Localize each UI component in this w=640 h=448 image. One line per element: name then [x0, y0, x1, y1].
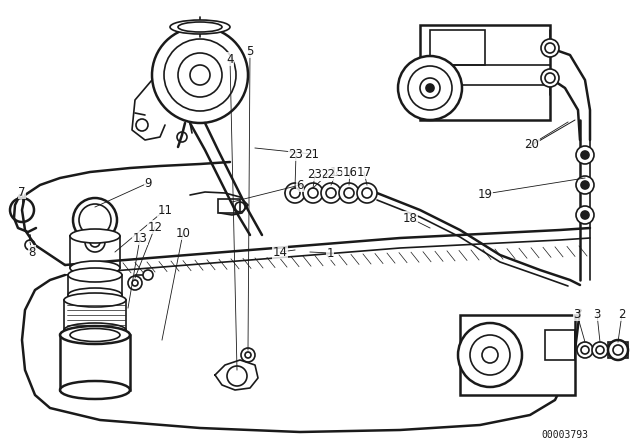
Circle shape — [339, 183, 359, 203]
Ellipse shape — [70, 261, 120, 275]
Text: 4: 4 — [227, 52, 234, 65]
Text: 3: 3 — [573, 307, 580, 320]
Circle shape — [303, 183, 323, 203]
Ellipse shape — [170, 20, 230, 34]
Circle shape — [85, 232, 105, 252]
Ellipse shape — [60, 326, 130, 344]
Text: 23: 23 — [308, 168, 323, 181]
Ellipse shape — [64, 293, 126, 307]
Text: 21: 21 — [305, 147, 319, 160]
Text: 19: 19 — [477, 188, 493, 201]
Bar — [430, 30, 485, 65]
Bar — [420, 25, 550, 120]
Circle shape — [608, 340, 628, 360]
Circle shape — [581, 151, 589, 159]
Text: 6: 6 — [296, 178, 304, 191]
Ellipse shape — [60, 381, 130, 399]
Text: 15: 15 — [330, 165, 344, 178]
Text: 7: 7 — [19, 185, 26, 198]
Ellipse shape — [68, 288, 122, 302]
Bar — [218, 199, 240, 213]
Circle shape — [576, 146, 594, 164]
Text: 13: 13 — [132, 232, 147, 245]
Circle shape — [576, 176, 594, 194]
Text: 16: 16 — [342, 165, 358, 178]
Text: 2: 2 — [618, 307, 626, 320]
Circle shape — [541, 39, 559, 57]
Circle shape — [581, 181, 589, 189]
Bar — [545, 330, 575, 360]
Text: 20: 20 — [525, 138, 540, 151]
Text: 17: 17 — [356, 165, 371, 178]
Circle shape — [357, 183, 377, 203]
Circle shape — [458, 323, 522, 387]
Circle shape — [426, 84, 434, 92]
Text: 18: 18 — [403, 211, 417, 224]
Circle shape — [321, 183, 341, 203]
Text: 00003793: 00003793 — [541, 430, 589, 440]
Bar — [64, 300, 126, 330]
Circle shape — [73, 198, 117, 242]
Circle shape — [581, 211, 589, 219]
Text: 8: 8 — [28, 246, 36, 258]
Text: 1: 1 — [326, 246, 333, 259]
Circle shape — [285, 183, 305, 203]
Bar — [68, 275, 122, 295]
Text: 9: 9 — [144, 177, 152, 190]
Text: 22: 22 — [321, 168, 335, 181]
Circle shape — [143, 270, 153, 280]
Circle shape — [577, 342, 593, 358]
Text: 23: 23 — [289, 147, 303, 160]
Circle shape — [152, 27, 248, 123]
Bar — [608, 342, 628, 358]
Circle shape — [128, 276, 142, 290]
Bar — [60, 335, 130, 390]
Text: 12: 12 — [147, 220, 163, 233]
Text: 10: 10 — [175, 227, 191, 240]
Bar — [460, 315, 575, 395]
Ellipse shape — [64, 323, 126, 337]
Circle shape — [398, 56, 462, 120]
Text: 14: 14 — [273, 246, 287, 258]
Circle shape — [541, 69, 559, 87]
Circle shape — [592, 342, 608, 358]
Text: 5: 5 — [246, 44, 253, 57]
Circle shape — [576, 206, 594, 224]
Text: 3: 3 — [593, 307, 601, 320]
Ellipse shape — [68, 268, 122, 282]
Ellipse shape — [70, 229, 120, 243]
Text: 11: 11 — [157, 203, 173, 216]
